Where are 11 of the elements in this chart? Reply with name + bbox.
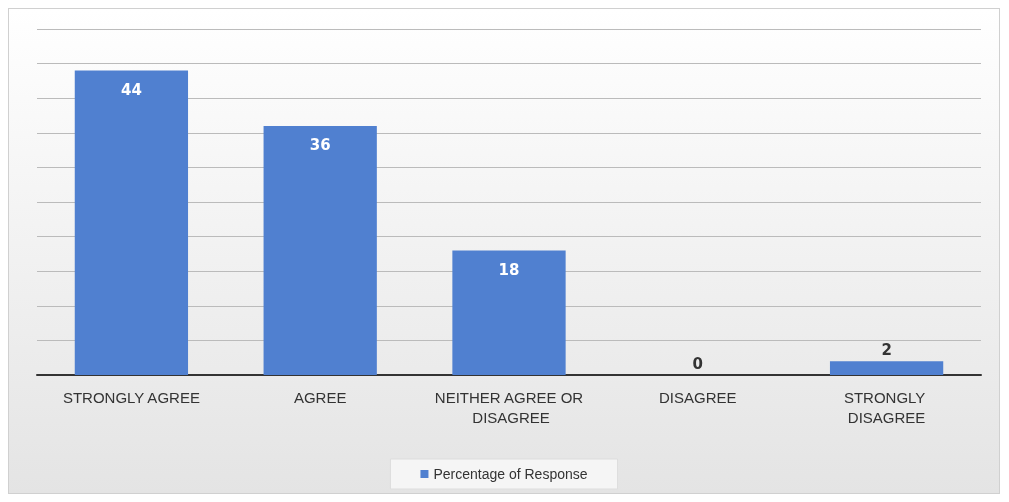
data-label: 18 — [498, 260, 520, 279]
x-tick-label: NEITHER AGREE OR DISAGREE — [434, 388, 584, 426]
data-label: 2 — [881, 340, 892, 359]
data-label: 0 — [692, 354, 704, 373]
x-tick-label: DISAGREE — [659, 388, 737, 406]
data-label: 44 — [120, 81, 142, 100]
data-label: 36 — [309, 136, 331, 155]
x-tick-label: STRONGLY AGREE — [62, 388, 200, 406]
x-tick-label: AGREE — [293, 388, 347, 406]
legend-label: Percentage of Response — [433, 466, 588, 482]
x-tick-label: STRONGLY DISAGREE — [843, 388, 930, 426]
